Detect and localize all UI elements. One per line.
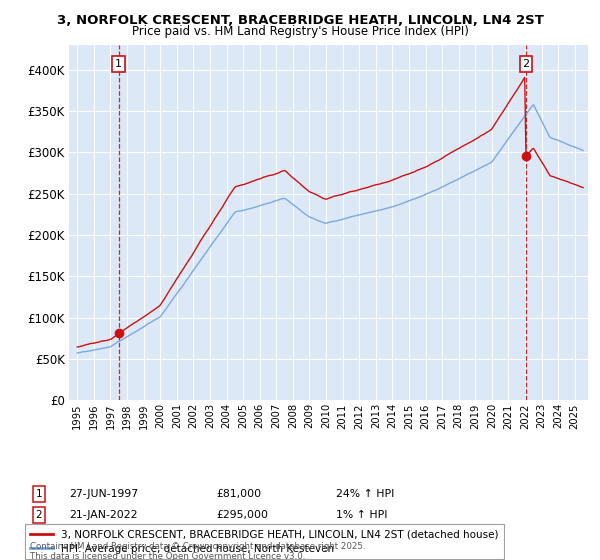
Text: 2: 2 bbox=[523, 59, 530, 69]
Text: Price paid vs. HM Land Registry's House Price Index (HPI): Price paid vs. HM Land Registry's House … bbox=[131, 25, 469, 38]
Text: 1: 1 bbox=[115, 59, 122, 69]
Text: 1% ↑ HPI: 1% ↑ HPI bbox=[336, 510, 388, 520]
Text: £81,000: £81,000 bbox=[216, 489, 261, 499]
Text: 2: 2 bbox=[35, 510, 43, 520]
Text: Contains HM Land Registry data © Crown copyright and database right 2025.
This d: Contains HM Land Registry data © Crown c… bbox=[30, 542, 365, 560]
Text: 27-JUN-1997: 27-JUN-1997 bbox=[69, 489, 138, 499]
Text: £295,000: £295,000 bbox=[216, 510, 268, 520]
Legend: 3, NORFOLK CRESCENT, BRACEBRIDGE HEATH, LINCOLN, LN4 2ST (detached house), HPI: : 3, NORFOLK CRESCENT, BRACEBRIDGE HEATH, … bbox=[25, 524, 504, 559]
Text: 1: 1 bbox=[35, 489, 43, 499]
Text: 3, NORFOLK CRESCENT, BRACEBRIDGE HEATH, LINCOLN, LN4 2ST: 3, NORFOLK CRESCENT, BRACEBRIDGE HEATH, … bbox=[56, 14, 544, 27]
Text: 21-JAN-2022: 21-JAN-2022 bbox=[69, 510, 137, 520]
Text: 24% ↑ HPI: 24% ↑ HPI bbox=[336, 489, 394, 499]
